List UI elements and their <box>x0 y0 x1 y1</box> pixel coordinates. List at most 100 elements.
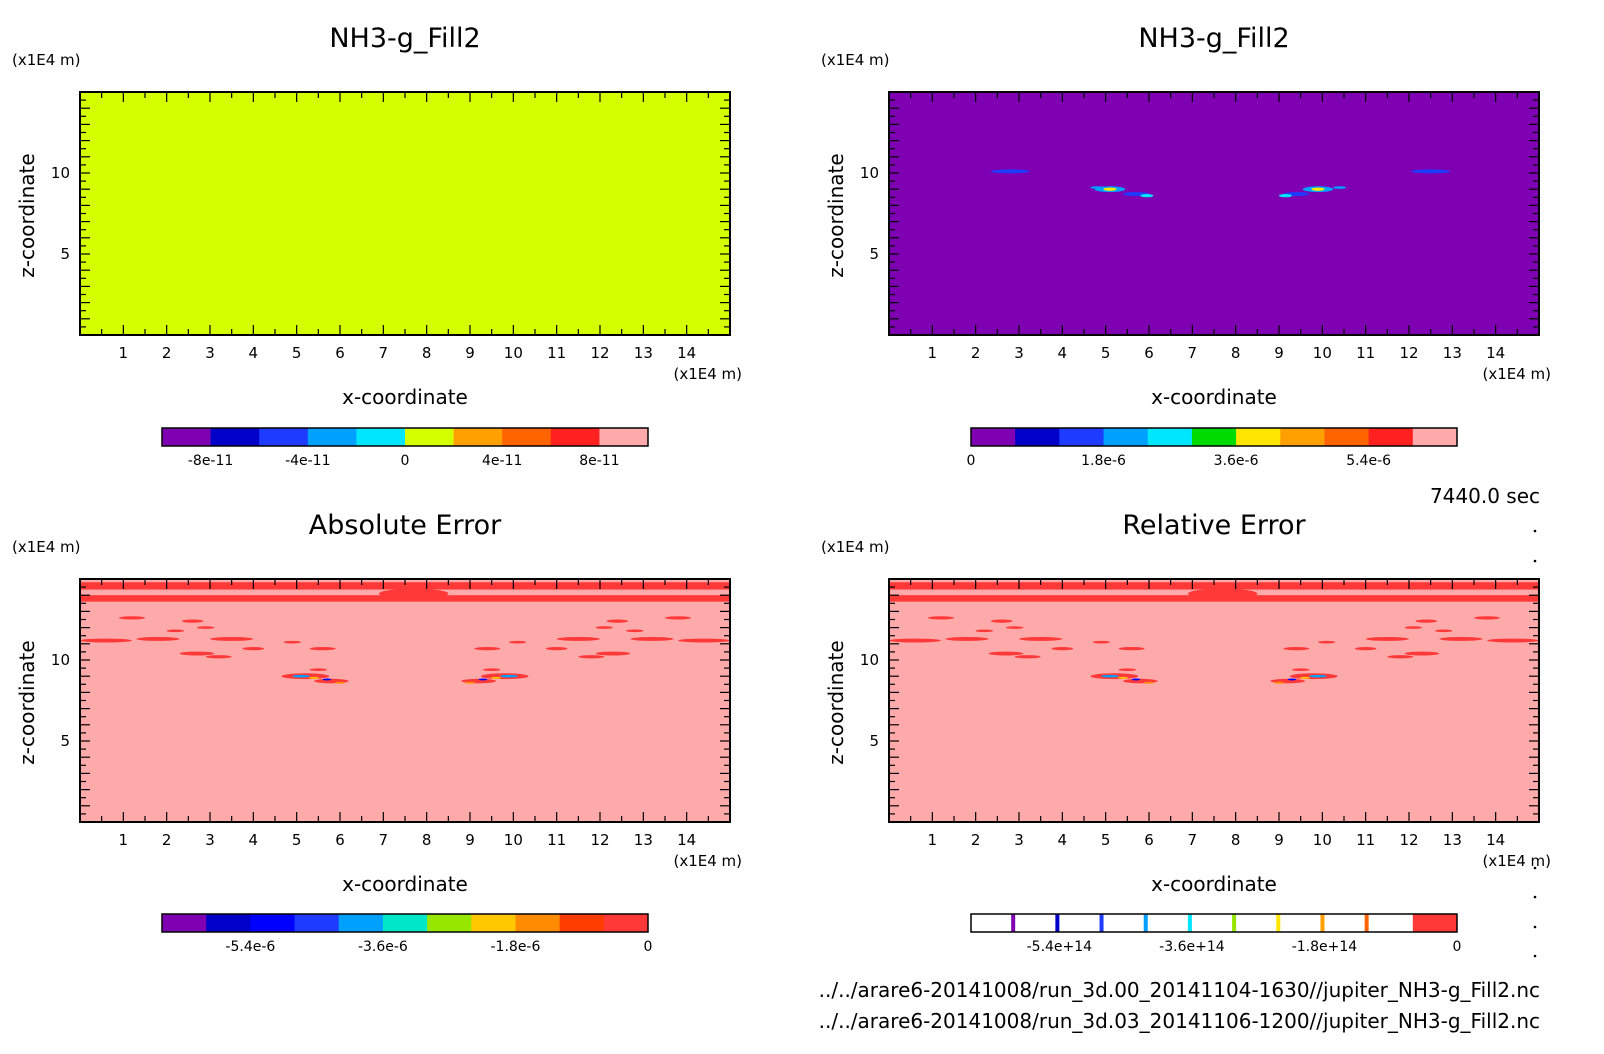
chart-title: Absolute Error <box>309 510 502 541</box>
colorbar-swatch <box>162 914 207 932</box>
heatmap-cell <box>889 92 1539 335</box>
error-spot <box>474 647 501 651</box>
x-tick-label: 10 <box>1313 831 1332 849</box>
error-band <box>1188 588 1258 599</box>
x-tick-label: 8 <box>422 344 432 362</box>
colorbar-tick-label: 1.8e-6 <box>1081 453 1126 469</box>
colorbar-swatch <box>307 428 357 446</box>
colorbar-tick-label: -1.8e+14 <box>1292 939 1358 955</box>
chart-panel-2: NH3-g_Fill2(x1E4 m)1 2 3 4 5 6 7 8 9 10 11 12 13 1451… <box>821 23 1551 469</box>
error-spot <box>309 647 336 651</box>
x-tick-label: 5 <box>292 344 302 362</box>
x-tick-label: 2 <box>162 831 172 849</box>
x-tick-label: 12 <box>1399 831 1418 849</box>
error-band <box>80 582 730 590</box>
y-tick-label: 10 <box>51 164 70 182</box>
x-tick-label: 1 <box>928 344 938 362</box>
error-spot <box>1118 647 1145 651</box>
colorbar-swatch <box>356 428 406 446</box>
error-spot <box>1283 647 1310 651</box>
timestamp-label: 7440.0 sec <box>1430 484 1540 508</box>
colorbar-swatch <box>1099 914 1104 932</box>
x-tick-label: 8 <box>422 831 432 849</box>
error-spot <box>1092 640 1111 644</box>
error-spot <box>595 626 613 629</box>
error-spot <box>990 619 1013 623</box>
x-tick-label: 13 <box>634 344 653 362</box>
colorbar-swatch <box>294 914 340 932</box>
x-tick-label: 9 <box>465 344 475 362</box>
error-streak <box>308 676 320 679</box>
error-streak <box>490 676 502 679</box>
error-streak <box>1309 674 1327 678</box>
chart-title: NH3-g_Fill2 <box>329 23 480 54</box>
colorbar-tick-label: 0 <box>644 939 653 955</box>
error-spot <box>1439 636 1483 641</box>
x-tick-label: 13 <box>1443 344 1462 362</box>
error-streak <box>322 678 332 681</box>
y-unit-label: (x1E4 m) <box>12 51 81 69</box>
x-tick-label: 5 <box>1101 831 1111 849</box>
y-tick-label: 10 <box>860 164 879 182</box>
heatmap-field <box>80 579 730 822</box>
colorbar-swatch <box>1232 914 1237 932</box>
error-band <box>889 595 1539 602</box>
y-tick-label: 5 <box>869 245 879 263</box>
error-spot <box>309 668 328 672</box>
error-spot <box>1118 668 1137 672</box>
heatmap-cell <box>889 579 1539 822</box>
heatmap-blob <box>1311 187 1325 191</box>
error-spot <box>1014 655 1041 659</box>
y-axis-label: z-coordinate <box>15 153 39 277</box>
colorbar-swatch <box>1280 428 1325 446</box>
error-spot <box>283 640 302 644</box>
x-tick-label: 2 <box>971 831 981 849</box>
colorbar-bg <box>971 914 1457 932</box>
heatmap-blob <box>1411 169 1451 174</box>
x-tick-label: 13 <box>1443 831 1462 849</box>
colorbar-swatch <box>1103 428 1149 446</box>
colorbar-swatch <box>1191 428 1237 446</box>
x-tick-label: 3 <box>1014 344 1024 362</box>
y-tick-label: 10 <box>860 651 879 669</box>
colorbar-tick-label: -3.6e-6 <box>358 939 408 955</box>
x-unit-label: (x1E4 m) <box>673 852 742 870</box>
colorbar-swatch <box>550 428 600 446</box>
colorbar-tick-label: 0 <box>401 453 410 469</box>
error-streak <box>1287 678 1297 681</box>
colorbar-swatch <box>338 914 384 932</box>
colorbar: 0 1.8e-6 3.6e-6 5.4e-6 <box>967 427 1458 469</box>
x-tick-label: 7 <box>1188 344 1198 362</box>
error-spot <box>1487 638 1539 643</box>
error-streak <box>478 678 488 681</box>
colorbar-tick-label: -1.8e-6 <box>491 939 541 955</box>
x-tick-label: 12 <box>1399 344 1418 362</box>
colorbar-tick-label: -8e-11 <box>188 453 233 469</box>
y-axis-label: z-coordinate <box>824 153 848 277</box>
heatmap-blob <box>1279 194 1292 198</box>
colorbar-swatch <box>1412 428 1458 446</box>
error-spot <box>975 629 993 633</box>
colorbar-frame <box>970 427 1458 447</box>
colorbar-swatch <box>515 914 561 932</box>
x-tick-label: 14 <box>1486 344 1505 362</box>
colorbar-swatch <box>1236 428 1281 446</box>
x-tick-label: 14 <box>1486 831 1505 849</box>
error-spot <box>1318 640 1336 644</box>
colorbar-swatch <box>471 914 516 932</box>
error-streak <box>1299 676 1311 679</box>
x-tick-label: 11 <box>1356 831 1375 849</box>
x-unit-label: (x1E4 m) <box>673 365 742 383</box>
chart-panel-4: Relative Error(x1E4 m)1 2 3 4 5 6 7 8 9 10 11 12 13 1… <box>821 510 1551 955</box>
x-tick-label: 3 <box>1014 831 1024 849</box>
x-tick-label: 7 <box>379 831 389 849</box>
x-tick-label: 1 <box>119 831 129 849</box>
error-streak <box>1143 681 1155 684</box>
colorbar-swatch <box>1143 914 1148 932</box>
x-tick-label: 2 <box>971 344 981 362</box>
error-streak <box>292 674 310 678</box>
colorbar-swatch <box>453 428 503 446</box>
heatmap-field <box>889 579 1539 822</box>
x-unit-label: (x1E4 m) <box>1482 365 1551 383</box>
x-tick-label: 6 <box>1144 831 1154 849</box>
